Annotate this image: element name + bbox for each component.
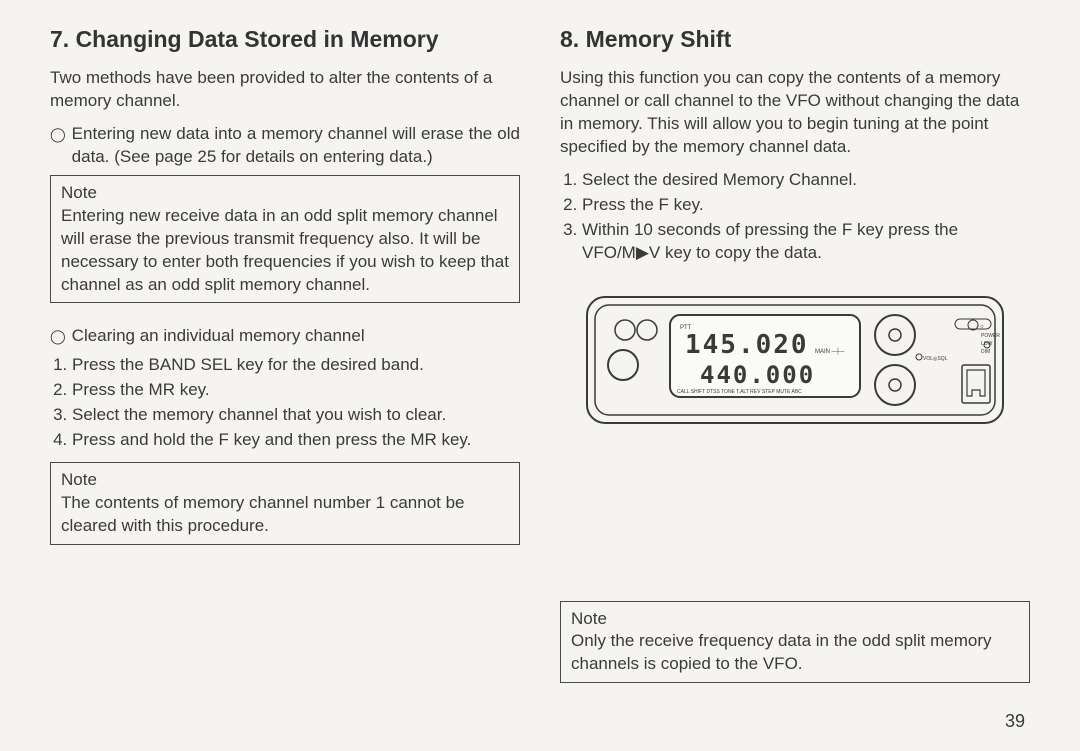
svg-text:POWER: POWER — [981, 333, 1000, 339]
section-8-heading: 8. Memory Shift — [560, 24, 1030, 55]
memory-shift-steps-list: Select the desired Memory Channel. Press… — [560, 169, 1030, 265]
ms-step-2: Press the F key. — [582, 194, 1030, 217]
step-3: Select the memory channel that you wish … — [72, 404, 520, 427]
clearing-steps-list: Press the BAND SEL key for the desired b… — [50, 354, 520, 452]
svg-text:CALL SHIFT DTSS TONE T.ALT: CALL SHIFT DTSS TONE T.ALT REV STEP MUTE… — [677, 389, 802, 395]
section-8-intro: Using this function you can copy the con… — [560, 67, 1030, 159]
step-4: Press and hold the F key and then press … — [72, 429, 520, 452]
ms-step-1: Select the desired Memory Channel. — [582, 169, 1030, 192]
bullet-marker-icon: ◯ — [50, 123, 66, 169]
note-box-2: Note The contents of memory channel numb… — [50, 462, 520, 545]
note-1-body: Entering new receive data in an odd spli… — [61, 205, 509, 297]
note-box-1: Note Entering new receive data in an odd… — [50, 175, 520, 304]
note-2-body: The contents of memory channel number 1 … — [61, 492, 509, 538]
note-3-body: Only the receive frequency data in the o… — [571, 630, 1019, 676]
radio-illustration: 145.020 440.000 PTT MAIN ─┼─ CALL SHIFT … — [585, 295, 1005, 425]
svg-text:DIM: DIM — [981, 349, 990, 355]
svg-text:VOL◎SQL: VOL◎SQL — [923, 356, 948, 362]
left-column: 7. Changing Data Stored in Memory Two me… — [50, 24, 520, 697]
svg-text:LOW: LOW — [981, 341, 993, 347]
bullet-marker-icon: ◯ — [50, 325, 66, 348]
note-2-title: Note — [61, 469, 509, 492]
lcd-top-freq: 145.020 — [685, 330, 809, 360]
page: 7. Changing Data Stored in Memory Two me… — [50, 24, 1030, 697]
svg-text:PTT: PTT — [680, 325, 692, 331]
note-box-3: Note Only the receive frequency data in … — [560, 601, 1030, 684]
lcd-bottom-freq: 440.000 — [700, 361, 815, 389]
bullet-clearing: ◯ Clearing an individual memory channel — [50, 325, 520, 348]
right-column: 8. Memory Shift Using this function you … — [560, 24, 1030, 697]
bullet-entering-data: ◯ Entering new data into a memory channe… — [50, 123, 520, 169]
section-7-intro: Two methods have been provided to alter … — [50, 67, 520, 113]
note-3-title: Note — [571, 608, 1019, 631]
ms-step-3: Within 10 seconds of pressing the F key … — [582, 219, 1030, 265]
page-number: 39 — [1005, 709, 1025, 733]
note-1-title: Note — [61, 182, 509, 205]
bullet-entering-data-text: Entering new data into a memory channel … — [72, 123, 520, 169]
section-7-heading: 7. Changing Data Stored in Memory — [50, 24, 520, 55]
step-1: Press the BAND SEL key for the desired b… — [72, 354, 520, 377]
bullet-clearing-text: Clearing an individual memory channel — [72, 325, 365, 348]
step-2: Press the MR key. — [72, 379, 520, 402]
svg-text:MAIN ─┼─: MAIN ─┼─ — [815, 347, 845, 355]
